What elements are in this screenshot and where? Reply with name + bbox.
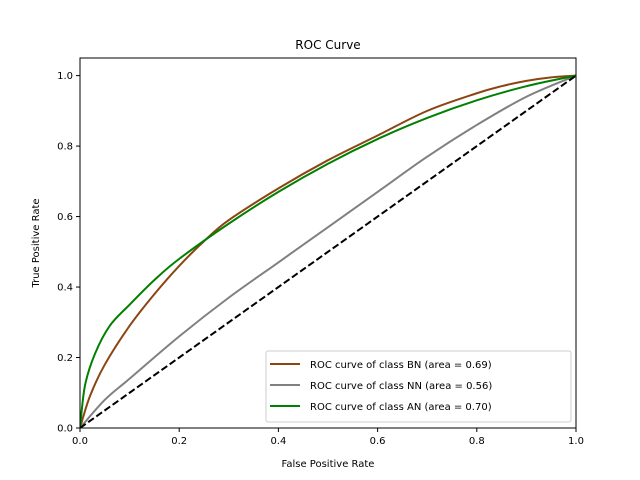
series-line-bn (80, 74, 576, 428)
y-tick-label: 0.6 (57, 212, 73, 223)
x-tick-label: 1.0 (568, 436, 584, 447)
x-tick-label: 0.6 (370, 436, 386, 447)
y-axis-label: True Positive Rate (31, 198, 42, 288)
legend-frame (265, 350, 572, 423)
legend: ROC curve of class BN (area = 0.69) ROC c… (265, 350, 572, 423)
legend-label-bn: ROC curve of class BN (area = 0.69) (310, 360, 492, 371)
x-axis: 0.0 0.2 0.4 0.6 0.8 1.0 (72, 428, 584, 447)
x-tick-label: 0.4 (270, 436, 286, 447)
y-tick-label: 0.2 (57, 353, 73, 364)
x-tick-label: 0.0 (72, 436, 88, 447)
x-tick-label: 0.8 (469, 436, 485, 447)
reference-diagonal-line (80, 74, 576, 428)
x-axis-label: False Positive Rate (282, 459, 375, 470)
y-tick-label: 0.8 (57, 142, 73, 153)
x-tick-label: 0.2 (171, 436, 187, 447)
y-tick-label: 0.0 (57, 424, 73, 435)
chart-title: ROC Curve (295, 38, 360, 52)
series-line-nn (80, 74, 576, 428)
plot-area (80, 74, 576, 428)
y-tick-label: 1.0 (57, 71, 73, 82)
legend-label-an: ROC curve of class AN (area = 0.70) (310, 402, 492, 413)
y-tick-label: 0.4 (57, 283, 73, 294)
series-layer (80, 74, 576, 428)
plot-frame (79, 57, 577, 429)
legend-label-nn: ROC curve of class NN (area = 0.56) (310, 381, 492, 392)
series-line-an (80, 74, 576, 428)
y-axis: 0.0 0.2 0.4 0.6 0.8 1.0 (57, 71, 80, 435)
